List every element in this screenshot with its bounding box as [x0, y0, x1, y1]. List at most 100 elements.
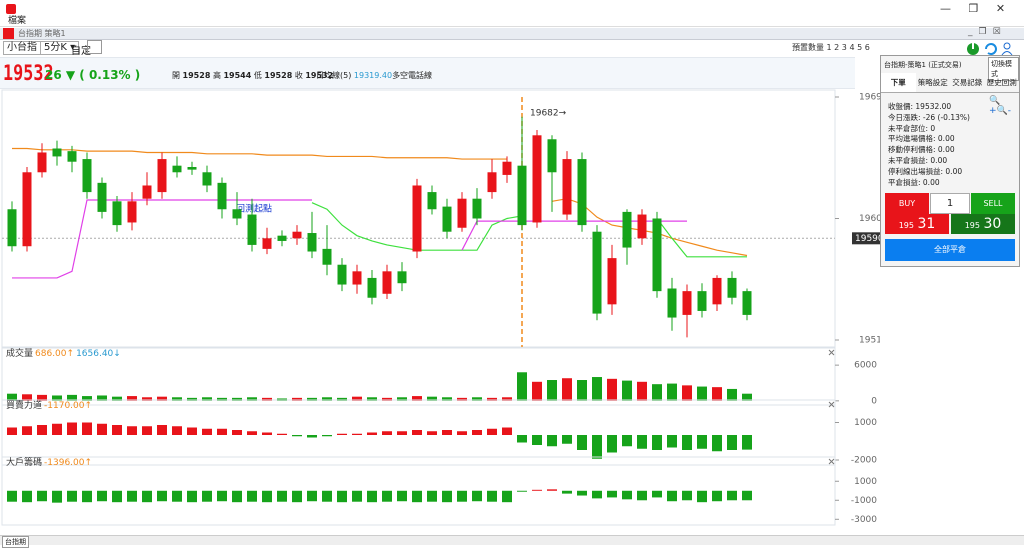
bar [412, 396, 422, 401]
bottom-tab[interactable]: 台指期 [2, 536, 29, 548]
sub-panel [1, 347, 836, 406]
bar [487, 428, 497, 435]
bar [352, 433, 362, 435]
candle-body [502, 161, 512, 175]
bar [217, 428, 227, 435]
bar [547, 380, 557, 401]
bar [532, 381, 542, 401]
sub-panel [1, 399, 836, 466]
buy-button[interactable]: BUY [885, 193, 929, 214]
tab[interactable]: 策略設定 [917, 78, 948, 87]
bar [112, 396, 122, 401]
bar [142, 426, 152, 435]
doc-bar: 台指期 策略1 _❐☒ [0, 27, 1024, 40]
tabs: 下單 策略設定 交易記錄 歷史回測 [881, 73, 1019, 93]
y-tick-label: 0 [871, 396, 877, 406]
candle-body [412, 185, 422, 252]
bar [172, 426, 182, 435]
bar [367, 432, 377, 435]
bar [322, 397, 332, 401]
panel-icons [828, 401, 835, 408]
bar [472, 490, 482, 502]
doc-controls[interactable]: _❐☒ [968, 27, 1007, 37]
bar [607, 490, 617, 498]
trade-panel: 台指期-策略1 (正式交易) 切換模式 下單 策略設定 交易記錄 歷史回測 🔍+🔍- … [880, 55, 1020, 267]
indicator-line [12, 147, 748, 257]
bar [7, 427, 17, 435]
bar [412, 430, 422, 435]
sell-button[interactable]: SELL [971, 193, 1015, 214]
candle-body [142, 185, 152, 199]
bar [217, 397, 227, 401]
bar [82, 490, 92, 503]
period-select[interactable]: 5分K ▾ [40, 41, 80, 55]
toolbar-icons[interactable] [965, 41, 1021, 57]
bar [382, 397, 392, 401]
close-all-button[interactable]: 全部平倉 [885, 239, 1015, 261]
candle-body [262, 238, 272, 249]
menu-file[interactable]: 檔案 [8, 16, 27, 26]
last-price: 19532 [3, 61, 54, 85]
bid-quote[interactable]: 195 31 [885, 214, 949, 234]
mode-button[interactable]: 切換模式 [988, 57, 1019, 81]
info-line: 移動停利價格: 0.00 [888, 145, 955, 155]
qty-input[interactable]: 1 [930, 193, 970, 214]
bar [202, 428, 212, 435]
open: 19528 [182, 71, 211, 80]
y-tick-label: 19697 [859, 93, 880, 103]
candle-body [667, 288, 677, 318]
bar [622, 435, 632, 447]
bar [712, 387, 722, 401]
bar [562, 435, 572, 444]
ask-quote[interactable]: 195 30 [951, 214, 1015, 234]
tab[interactable]: 下單 [881, 73, 916, 92]
tab[interactable]: 歷史回測 [986, 78, 1017, 87]
candle-body [697, 291, 707, 311]
bar [697, 435, 707, 449]
panel-icons [828, 349, 835, 356]
bar [712, 490, 722, 502]
sub-panel [1, 456, 836, 526]
bar [232, 490, 242, 503]
app-icon [6, 4, 16, 14]
annotation: 回測起點 [236, 203, 272, 215]
candle-body [127, 201, 137, 223]
custom-input[interactable] [87, 40, 102, 54]
info-line: 平倉損益: 0.00 [888, 177, 940, 187]
low: 19528 [264, 71, 293, 80]
candle-body [397, 271, 407, 284]
tab[interactable]: 交易記錄 [952, 78, 983, 87]
bar [397, 397, 407, 401]
sub-panel-label: -1170.00↑ [44, 401, 92, 411]
bar [262, 490, 272, 503]
toolbar: 小台指 ▾ 5分K ▾ 自定 預置數量 1 2 3 4 5 6 [0, 40, 1024, 57]
bar [502, 490, 512, 503]
info-line: 收盤價: 19532.00 [888, 102, 952, 111]
bar [397, 431, 407, 435]
bar [97, 423, 107, 435]
bar [622, 490, 632, 500]
bar [232, 430, 242, 435]
sub-panel-header: 成交量 686.00↑ 1656.40↓ [6, 347, 121, 359]
quantity-presets[interactable]: 預置數量 1 2 3 4 5 6 [792, 43, 870, 52]
bar [247, 431, 257, 435]
y-tick-label: 1000 [854, 477, 877, 487]
candle-body [232, 209, 242, 219]
bar [742, 435, 752, 450]
bar [727, 388, 737, 401]
bar [52, 395, 62, 401]
indicator-line [311, 202, 747, 258]
price-change: 26 ▼ ( 0.13% ) [45, 68, 141, 82]
bar [97, 395, 107, 401]
ohlc: 開 19528 高 19544 低 19528 收 19532 [172, 70, 333, 81]
bar [517, 490, 527, 492]
zoom-icons[interactable]: 🔍+🔍- [989, 96, 1011, 116]
window-controls[interactable]: — ❐ ✕ [940, 2, 1006, 15]
bar [157, 425, 167, 435]
bar [202, 397, 212, 401]
bar [592, 490, 602, 499]
bar [202, 490, 212, 502]
bar [307, 490, 317, 502]
